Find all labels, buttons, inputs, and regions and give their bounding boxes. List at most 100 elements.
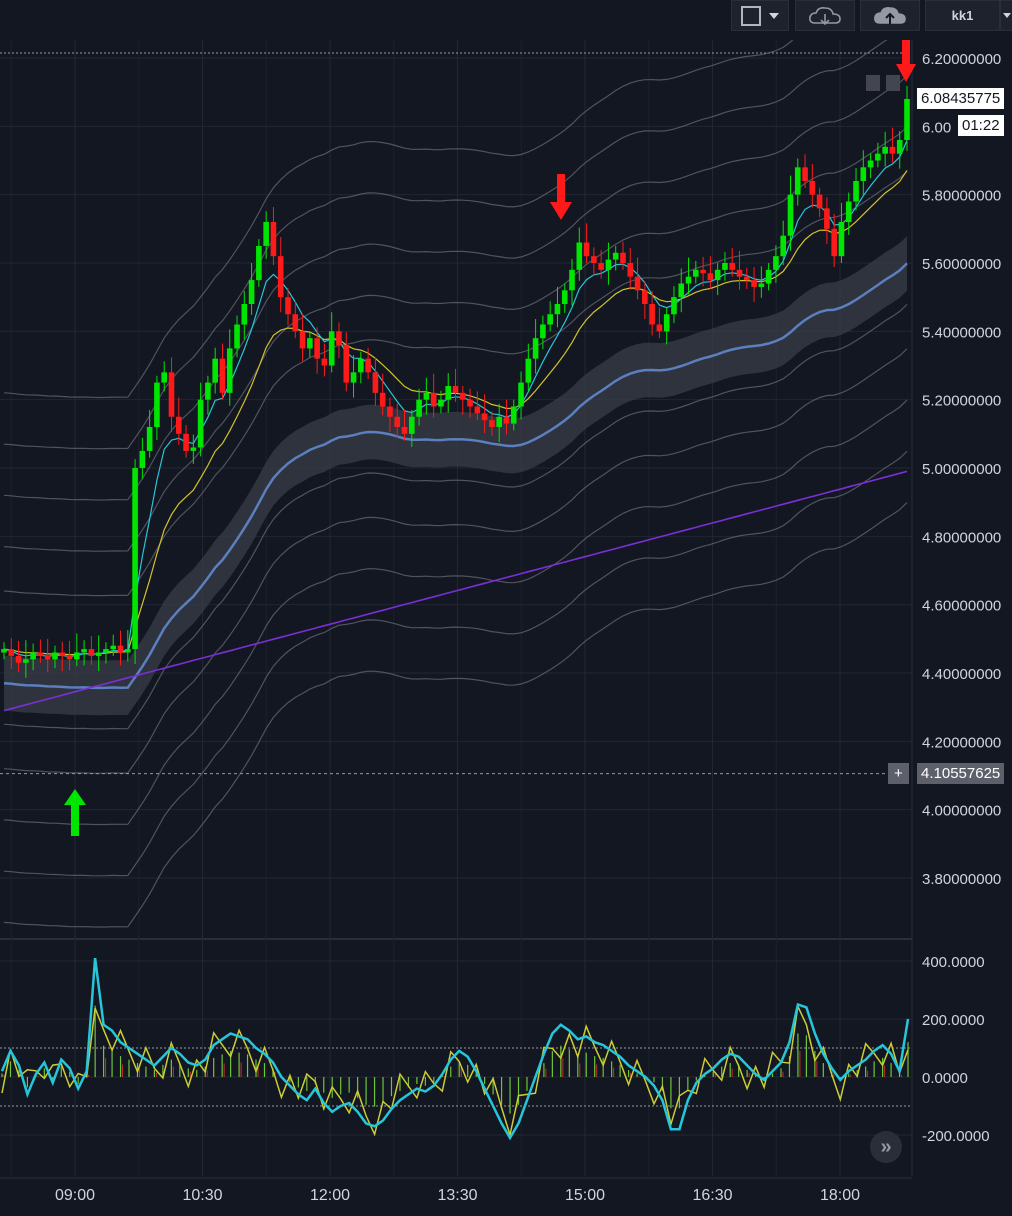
candle-body-down (343, 345, 350, 383)
square-icon (741, 5, 761, 26)
candle-body-down (627, 263, 634, 277)
candle-body-up (787, 194, 794, 236)
drawing-shape-button[interactable] (731, 0, 789, 31)
price-tick-label: 5.40000000 (922, 324, 1001, 341)
time-tick-label: 10:30 (182, 1187, 222, 1204)
chevron-down-icon (769, 12, 779, 19)
candle-body-down (489, 420, 495, 427)
candle-body-up (445, 386, 452, 400)
load-layout-button[interactable] (795, 0, 855, 31)
time-tick-label: 13:30 (437, 1187, 477, 1204)
candle-body-down (743, 276, 750, 281)
candle-body-down (656, 324, 663, 332)
candle-body-down (474, 406, 481, 414)
candle-body-up (190, 447, 197, 451)
candle-body-up (234, 324, 240, 349)
candle-body-down (15, 655, 22, 663)
candle-body-up (678, 283, 685, 298)
candle-body-up (525, 358, 532, 383)
price-tick-label: 5.60000000 (922, 256, 1001, 273)
lower-envelope-line (3, 348, 908, 774)
mini-info-icon (886, 75, 900, 91)
candle-body-down (401, 427, 408, 434)
last-price-label: 6.08435775 (917, 88, 1005, 109)
candle-body-down (620, 252, 626, 263)
double-chevron-right-icon: » (880, 1135, 892, 1158)
candle-body-up (350, 372, 357, 383)
candle-body-up (605, 259, 612, 270)
chart-toolbar: kk1 (0, 0, 1012, 40)
lower-envelope-line (3, 399, 908, 826)
candle-body-down (503, 416, 510, 424)
candle-body-up (765, 269, 772, 284)
price-tick-label: 4.20000000 (922, 734, 1001, 751)
time-tick-label: 12:00 (310, 1187, 350, 1204)
candle-body-up (256, 245, 262, 281)
upper-envelope-line (3, 75, 908, 501)
lower-envelope-line (3, 303, 908, 730)
candle-body-up (95, 652, 102, 656)
candle-body-down (365, 358, 371, 373)
cloud-download-icon (809, 6, 841, 25)
candle-body-down (809, 181, 816, 195)
candle-body-down (634, 276, 641, 291)
candle-body-down (336, 331, 342, 345)
candle-body-up (612, 252, 619, 260)
candle-body-down (183, 433, 189, 451)
candle-body-up (773, 256, 779, 270)
candle-body-down (321, 358, 328, 366)
candle-body-up (124, 649, 131, 653)
crosshair-price-label: 4.10557625 (917, 763, 1005, 784)
scroll-to-realtime-button[interactable]: » (870, 1131, 902, 1163)
price-tick-label: 4.40000000 (922, 666, 1001, 683)
candle-body-up (510, 406, 517, 424)
candle-body-up (161, 372, 168, 383)
candle-body-up (860, 167, 867, 181)
candle-body-down (394, 416, 401, 427)
candle-body-down (299, 331, 306, 349)
time-tick-label: 16:30 (692, 1187, 732, 1204)
upper-envelope-line (3, 126, 908, 552)
candle-body-up (853, 181, 859, 202)
save-layout-button[interactable] (860, 0, 920, 31)
candle-body-down (168, 372, 175, 417)
candle-body-down (44, 655, 51, 660)
price-tick-label: 6.00 (922, 119, 951, 136)
price-tick-label: 4.80000000 (922, 529, 1001, 546)
buy-signal-up-arrow (64, 789, 86, 836)
candle-body-up (358, 358, 364, 373)
osc-tick-label: 0.0000 (922, 1070, 968, 1087)
price-tick-label: 4.60000000 (922, 598, 1001, 615)
candle-body-down (430, 392, 437, 407)
candle-body-down (816, 194, 823, 209)
candle-body-down (88, 649, 95, 656)
candle-body-down (270, 222, 277, 257)
candle-body-up (328, 331, 335, 366)
candle-body-up (110, 645, 117, 650)
candle-body-up (663, 314, 670, 332)
bar-countdown-label: 01:22 (958, 115, 1004, 136)
candle-body-up (518, 382, 524, 407)
candle-body-up (532, 338, 539, 359)
candle-body-up (794, 167, 801, 195)
candle-body-up (780, 235, 787, 257)
candle-body-down (751, 280, 757, 287)
candle-body-down (59, 652, 66, 656)
candle-body-up (146, 427, 153, 451)
time-tick-label: 18:00 (820, 1187, 860, 1204)
chevron-down-icon (1002, 13, 1011, 18)
candle-body-down (583, 242, 590, 257)
osc-tick-label: 400.0000 (922, 954, 985, 971)
candle-body-down (117, 645, 124, 653)
candle-body-up (205, 382, 211, 400)
baseline-line (3, 262, 908, 690)
user-menu-button[interactable]: kk1 (925, 0, 1000, 31)
time-tick-label: 09:00 (55, 1187, 95, 1204)
candle-body-up (241, 304, 248, 325)
candle-body-down (277, 256, 284, 298)
candle-body-down (707, 273, 714, 281)
user-menu-dropdown[interactable] (1000, 0, 1012, 31)
candle-body-up (30, 652, 36, 660)
crosshair-plus-button[interactable]: + (888, 763, 909, 784)
